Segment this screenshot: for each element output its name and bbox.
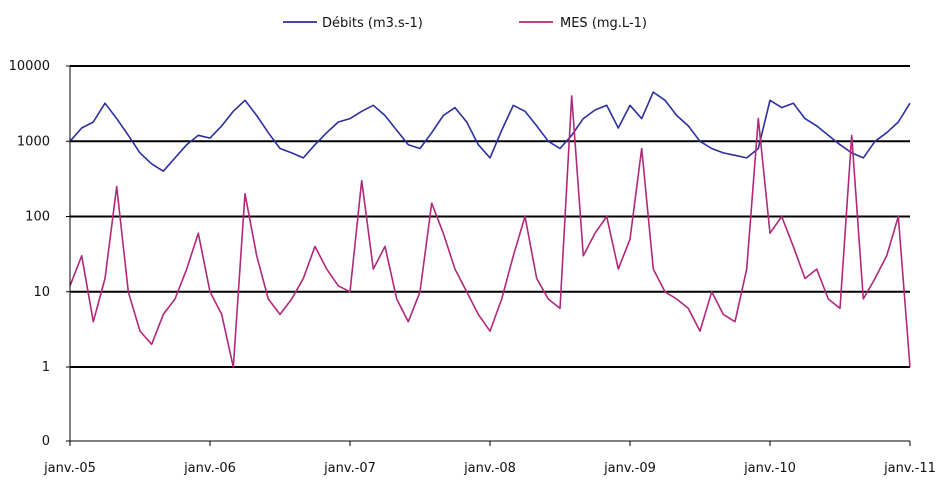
y-tick-label-10000: 10000 bbox=[9, 59, 50, 74]
gridlines bbox=[70, 65, 910, 368]
axes bbox=[66, 65, 911, 446]
y-tick-label-1000: 1000 bbox=[17, 134, 50, 149]
y-tick-label-10: 10 bbox=[33, 285, 50, 300]
legend-label-0: Débits (m3.s-1) bbox=[322, 16, 423, 31]
y-tick-label-0: 0 bbox=[42, 434, 50, 449]
y-tick-label-1: 1 bbox=[42, 360, 50, 375]
x-tick-label-janv.-07: janv.-07 bbox=[323, 461, 376, 476]
x-tick-label-janv.-10: janv.-10 bbox=[743, 461, 796, 476]
x-tick-label-janv.-08: janv.-08 bbox=[463, 461, 516, 476]
series-line-0 bbox=[69, 91, 911, 172]
x-tick-label-janv.-06: janv.-06 bbox=[183, 461, 236, 476]
legend: Débits (m3.s-1) MES (mg.L-1) bbox=[283, 16, 647, 31]
series-line-1 bbox=[69, 95, 911, 368]
x-tick-label-janv.-11: janv.-11 bbox=[883, 461, 936, 476]
x-tick-label-janv.-05: janv.-05 bbox=[43, 461, 96, 476]
y-tick-label-100: 100 bbox=[25, 210, 50, 225]
x-tick-labels: janv.-05 janv.-06 janv.-07 janv.-08 janv.-09… bbox=[43, 461, 936, 476]
x-tick-label-janv.-09: janv.-09 bbox=[603, 461, 656, 476]
legend-label-1: MES (mg.L-1) bbox=[560, 16, 647, 31]
series-layer bbox=[69, 91, 911, 368]
